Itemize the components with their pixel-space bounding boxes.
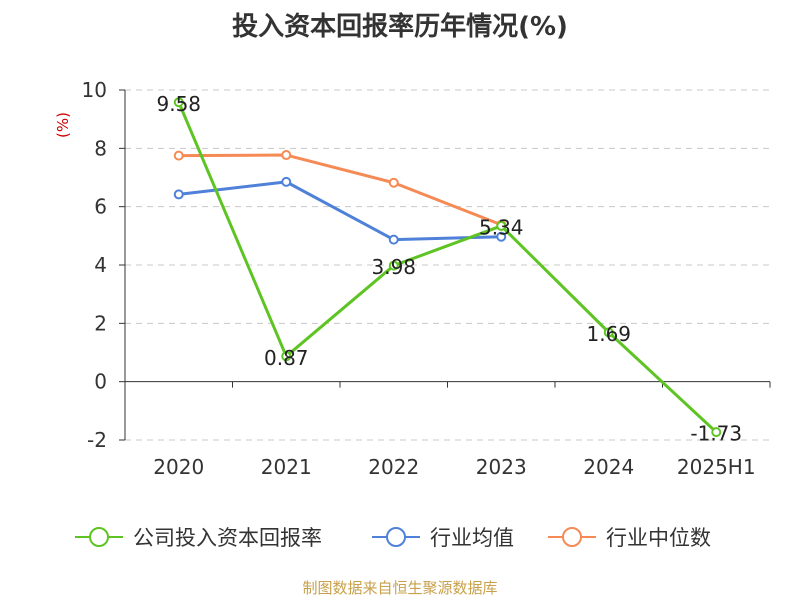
data-point	[281, 176, 292, 187]
data-point	[173, 150, 184, 161]
data-point	[711, 427, 722, 438]
data-point	[496, 231, 507, 242]
legend-marker-icon	[89, 527, 109, 547]
series-line	[178, 153, 502, 227]
x-tick-label: 2021	[261, 455, 312, 479]
source-note: 制图数据来自恒生聚源数据库	[302, 579, 498, 597]
data-point	[281, 150, 292, 161]
legend-marker-icon	[562, 527, 582, 547]
data-point	[388, 177, 399, 188]
series-line	[178, 180, 502, 242]
legend-item: 公司投入资本回报率	[75, 526, 322, 550]
x-tick-label: 2025H1	[677, 455, 756, 479]
y-axis-label: (%)	[54, 112, 72, 138]
data-point	[281, 351, 292, 362]
legend-label: 行业均值	[430, 526, 514, 550]
legend: 公司投入资本回报率 行业均值 行业中位数	[75, 526, 711, 550]
data-point	[388, 260, 399, 271]
x-tick-label: 2020	[153, 455, 204, 479]
data-label: 1.69	[586, 322, 631, 346]
data-point	[388, 234, 399, 245]
y-tick-label: -2	[87, 428, 107, 452]
data-label: 5.34	[479, 215, 524, 239]
series-line	[177, 101, 718, 434]
axis-layer: -2 0 2 4 6 8 10 2020 2021 2022 2023 2024 2025H1 (%)	[54, 78, 771, 479]
y-tick-label: 8	[94, 136, 107, 160]
series-layer	[173, 97, 722, 438]
x-tick-label: 2022	[368, 455, 419, 479]
data-label: 0.87	[264, 346, 309, 370]
data-point	[173, 97, 184, 108]
data-label: -1.73	[690, 422, 742, 446]
legend-marker-icon	[386, 527, 406, 547]
legend-item: 行业均值	[372, 526, 514, 550]
chart-title: 投入资本回报率历年情况(%)	[232, 12, 568, 42]
x-tick-label: 2024	[583, 455, 634, 479]
legend-label: 公司投入资本回报率	[133, 526, 322, 550]
y-tick-label: 10	[82, 78, 107, 102]
x-tick-label: 2023	[476, 455, 527, 479]
y-tick-label: 4	[94, 253, 107, 277]
data-point	[496, 220, 507, 231]
data-label-layer: 9.58 0.87 3.98 5.34 1.69 -1.73	[156, 92, 742, 446]
y-tick-label: 2	[94, 311, 107, 335]
data-point	[173, 189, 184, 200]
data-point	[603, 327, 614, 338]
y-tick-label: 0	[94, 370, 107, 394]
y-tick-label: 6	[94, 195, 107, 219]
grid-layer	[125, 89, 770, 441]
data-label: 9.58	[156, 92, 201, 116]
data-label: 3.98	[371, 255, 416, 279]
legend-item: 行业中位数	[548, 526, 711, 550]
legend-label: 行业中位数	[606, 526, 711, 550]
